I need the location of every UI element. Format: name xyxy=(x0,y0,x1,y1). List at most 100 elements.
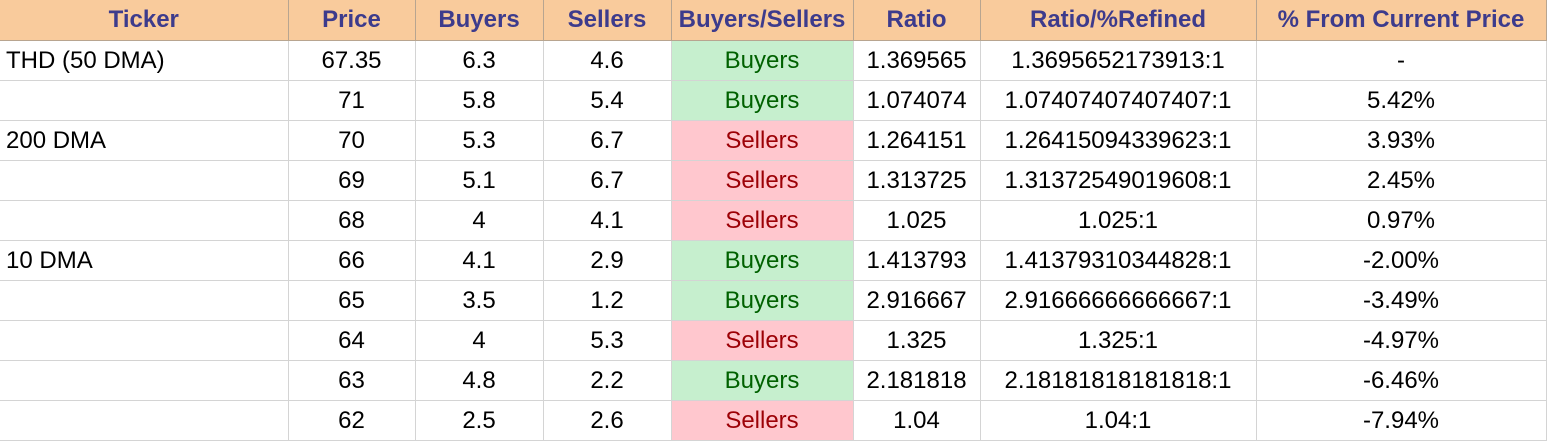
sellers-cell: 4.6 xyxy=(543,40,672,81)
pct-from-price-cell: 5.42% xyxy=(1256,80,1547,121)
sellers-cell: 2.2 xyxy=(543,360,672,401)
buyers-cell: 3.5 xyxy=(415,280,544,321)
ratio-refined-cell: 1.41379310344828:1 xyxy=(980,240,1257,281)
header-pct-from-price: % From Current Price xyxy=(1256,0,1547,41)
sellers-cell: 5.3 xyxy=(543,320,672,361)
ticker-cell xyxy=(0,80,289,121)
ratio-cell: 2.181818 xyxy=(853,360,981,401)
pct-from-price-cell: - xyxy=(1256,40,1547,81)
table-row: 63 4.8 2.2 Buyers 2.181818 2.18181818181818:1… xyxy=(0,360,1547,401)
buyers-cell: 4 xyxy=(415,320,544,361)
ticker-cell: THD (50 DMA) xyxy=(0,40,289,81)
ratio-cell: 1.325 xyxy=(853,320,981,361)
ratio-refined-cell: 1.26415094339623:1 xyxy=(980,120,1257,161)
pct-from-price-cell: -3.49% xyxy=(1256,280,1547,321)
ticker-cell: 10 DMA xyxy=(0,240,289,281)
ratio-refined-cell: 2.91666666666667:1 xyxy=(980,280,1257,321)
ratio-cell: 2.916667 xyxy=(853,280,981,321)
buyers-sellers-cell: Sellers xyxy=(671,120,854,161)
sellers-cell: 2.6 xyxy=(543,400,672,441)
ratio-cell: 1.313725 xyxy=(853,160,981,201)
pct-from-price-cell: -2.00% xyxy=(1256,240,1547,281)
buyers-sellers-cell: Sellers xyxy=(671,160,854,201)
table-row: 200 DMA 70 5.3 6.7 Sellers 1.264151 1.26415094… xyxy=(0,120,1547,161)
table-row: 64 4 5.3 Sellers 1.325 1.325:1 -4.97% xyxy=(0,320,1547,361)
ratio-cell: 1.413793 xyxy=(853,240,981,281)
price-cell: 63 xyxy=(288,360,416,401)
header-ratio-refined: Ratio/%Refined xyxy=(980,0,1257,41)
buyers-cell: 5.3 xyxy=(415,120,544,161)
ratio-refined-cell: 2.18181818181818:1 xyxy=(980,360,1257,401)
ticker-cell xyxy=(0,160,289,201)
buyers-cell: 4.1 xyxy=(415,240,544,281)
header-price: Price xyxy=(288,0,416,41)
ticker-cell xyxy=(0,320,289,361)
ratio-refined-cell: 1.325:1 xyxy=(980,320,1257,361)
buyers-sellers-cell: Buyers xyxy=(671,280,854,321)
buyers-sellers-cell: Sellers xyxy=(671,320,854,361)
table-row: 10 DMA 66 4.1 2.9 Buyers 1.413793 1.4137931034… xyxy=(0,240,1547,281)
table-row: 68 4 4.1 Sellers 1.025 1.025:1 0.97% xyxy=(0,200,1547,241)
buyers-sellers-cell: Buyers xyxy=(671,80,854,121)
price-cell: 64 xyxy=(288,320,416,361)
header-ratio: Ratio xyxy=(853,0,981,41)
buyers-cell: 4 xyxy=(415,200,544,241)
ratio-cell: 1.025 xyxy=(853,200,981,241)
ratio-refined-cell: 1.04:1 xyxy=(980,400,1257,441)
table-row: 65 3.5 1.2 Buyers 2.916667 2.91666666666667:1… xyxy=(0,280,1547,321)
header-buyers-sellers: Buyers/Sellers xyxy=(671,0,854,41)
pct-from-price-cell: -7.94% xyxy=(1256,400,1547,441)
pct-from-price-cell: -6.46% xyxy=(1256,360,1547,401)
buyers-cell: 6.3 xyxy=(415,40,544,81)
buyers-sellers-cell: Sellers xyxy=(671,200,854,241)
table-row: 62 2.5 2.6 Sellers 1.04 1.04:1 -7.94% xyxy=(0,400,1547,441)
ratio-cell: 1.04 xyxy=(853,400,981,441)
sellers-cell: 4.1 xyxy=(543,200,672,241)
price-cell: 67.35 xyxy=(288,40,416,81)
ratio-refined-cell: 1.31372549019608:1 xyxy=(980,160,1257,201)
header-buyers: Buyers xyxy=(415,0,544,41)
price-cell: 69 xyxy=(288,160,416,201)
price-cell: 65 xyxy=(288,280,416,321)
ratio-refined-cell: 1.07407407407407:1 xyxy=(980,80,1257,121)
price-cell: 68 xyxy=(288,200,416,241)
table-row: THD (50 DMA) 67.35 6.3 4.6 Buyers 1.369565 1.3… xyxy=(0,40,1547,81)
buyers-sellers-cell: Buyers xyxy=(671,360,854,401)
header-row: Ticker Price Buyers Sellers Buyers/Selle… xyxy=(0,0,1547,41)
price-cell: 70 xyxy=(288,120,416,161)
buyers-cell: 2.5 xyxy=(415,400,544,441)
pct-from-price-cell: 0.97% xyxy=(1256,200,1547,241)
ratio-cell: 1.074074 xyxy=(853,80,981,121)
buyers-sellers-cell: Buyers xyxy=(671,40,854,81)
buyers-cell: 5.1 xyxy=(415,160,544,201)
table-row: 71 5.8 5.4 Buyers 1.074074 1.07407407407407:1… xyxy=(0,80,1547,121)
price-cell: 71 xyxy=(288,80,416,121)
buyers-sellers-cell: Buyers xyxy=(671,240,854,281)
ratio-cell: 1.369565 xyxy=(853,40,981,81)
sellers-cell: 1.2 xyxy=(543,280,672,321)
ratio-refined-cell: 1.3695652173913:1 xyxy=(980,40,1257,81)
table-row: 69 5.1 6.7 Sellers 1.313725 1.31372549019608:… xyxy=(0,160,1547,201)
pct-from-price-cell: -4.97% xyxy=(1256,320,1547,361)
header-sellers: Sellers xyxy=(543,0,672,41)
ticker-cell: 200 DMA xyxy=(0,120,289,161)
sellers-cell: 6.7 xyxy=(543,120,672,161)
ratio-refined-cell: 1.025:1 xyxy=(980,200,1257,241)
ticker-cell xyxy=(0,400,289,441)
buyers-cell: 5.8 xyxy=(415,80,544,121)
pct-from-price-cell: 2.45% xyxy=(1256,160,1547,201)
buyers-cell: 4.8 xyxy=(415,360,544,401)
ticker-cell xyxy=(0,280,289,321)
sellers-cell: 5.4 xyxy=(543,80,672,121)
price-cell: 62 xyxy=(288,400,416,441)
pct-from-price-cell: 3.93% xyxy=(1256,120,1547,161)
sellers-cell: 2.9 xyxy=(543,240,672,281)
ticker-cell xyxy=(0,360,289,401)
sellers-cell: 6.7 xyxy=(543,160,672,201)
ratio-cell: 1.264151 xyxy=(853,120,981,161)
header-ticker: Ticker xyxy=(0,0,289,41)
buyers-sellers-cell: Sellers xyxy=(671,400,854,441)
ticker-cell xyxy=(0,200,289,241)
price-cell: 66 xyxy=(288,240,416,281)
